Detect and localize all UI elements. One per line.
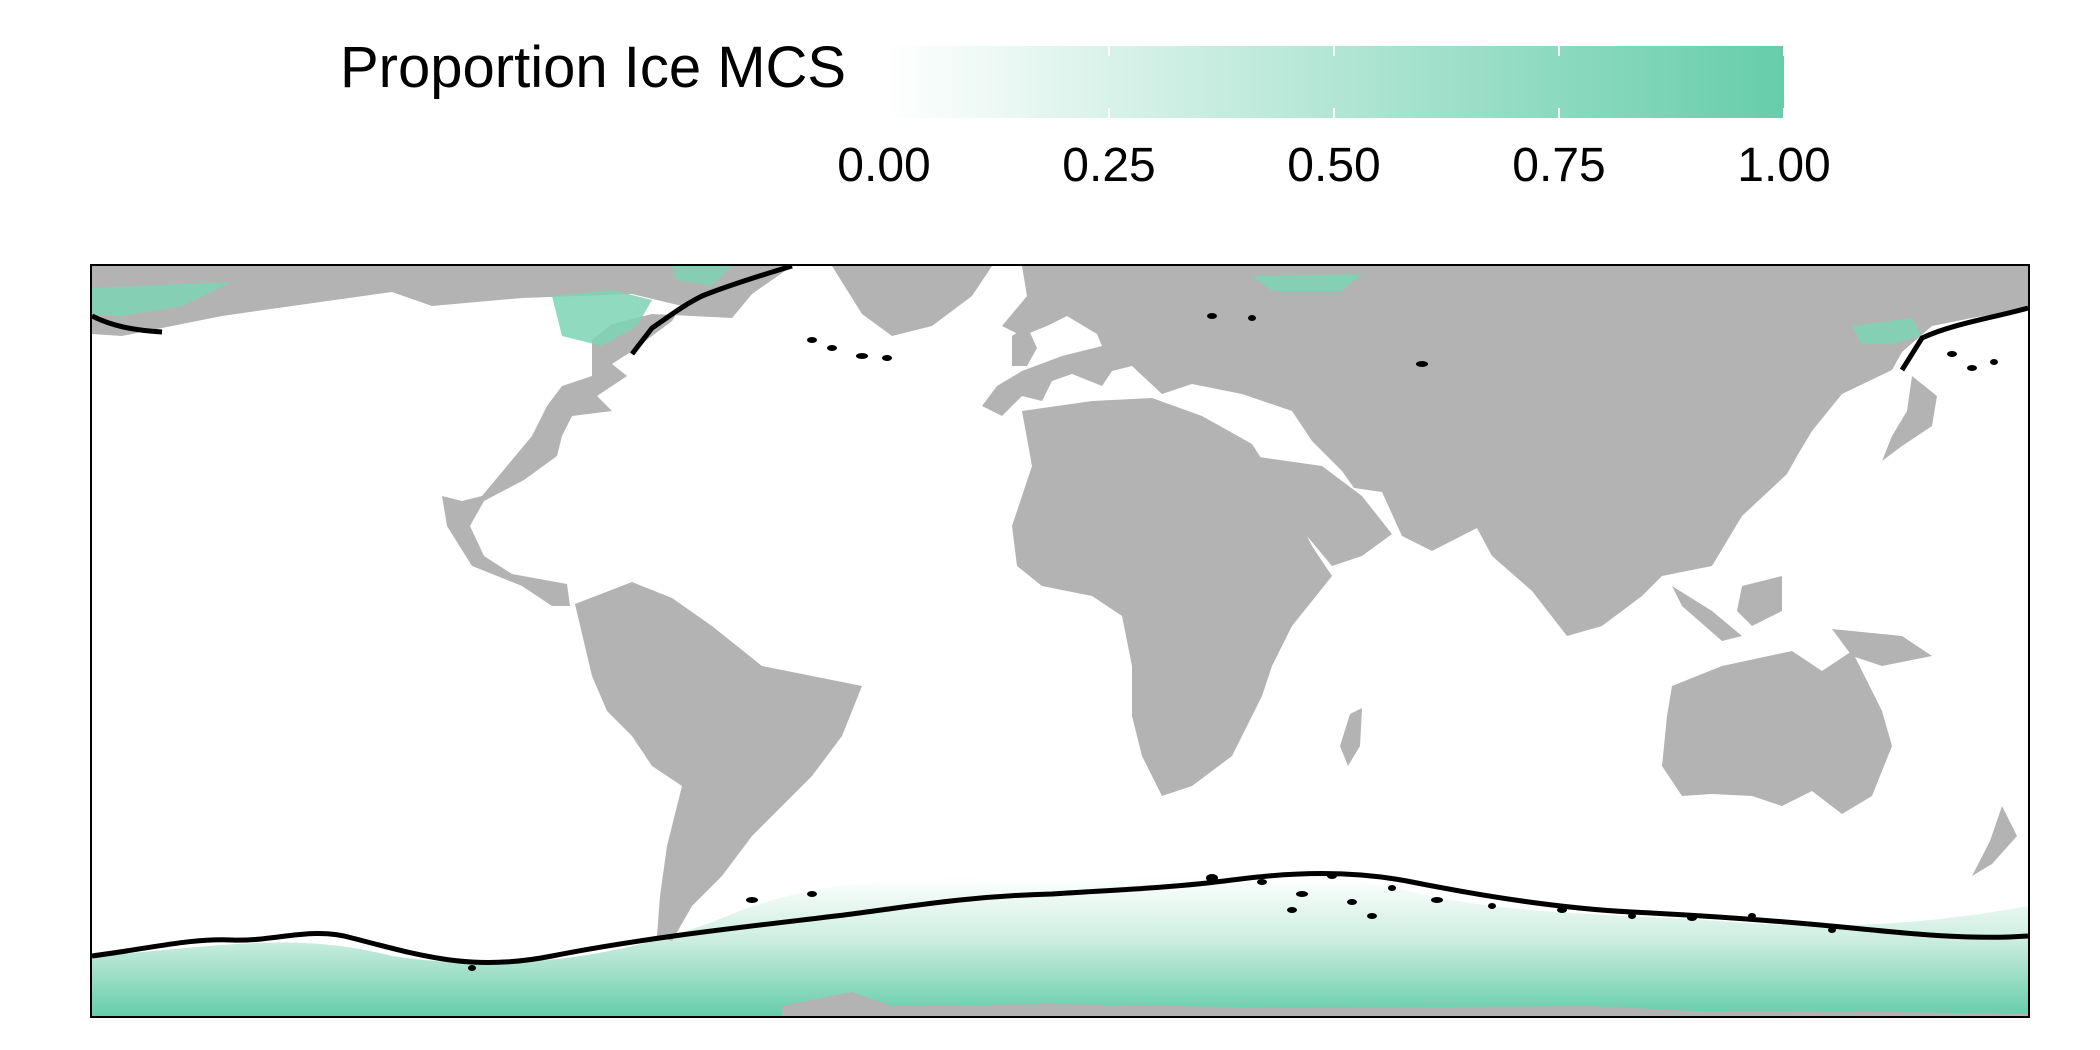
- land-masses: [92, 266, 2028, 1016]
- madagascar-land: [1340, 708, 1362, 766]
- antarctic-ice-region: [92, 876, 2028, 1016]
- australia-land: [1662, 651, 1892, 814]
- colorbar-tick-label: 0.25: [1062, 139, 1156, 192]
- greenland-land: [832, 266, 992, 336]
- colorbar-tick-label: 0.75: [1512, 139, 1606, 192]
- hudson-bay-ice: [552, 290, 652, 346]
- colorbar-tick-label: 0.50: [1287, 139, 1381, 192]
- barents-ice: [1252, 274, 1362, 291]
- antarctic-contour: [92, 871, 2028, 966]
- baffin-ice: [672, 266, 732, 286]
- new-guinea-land: [1832, 629, 1932, 666]
- africa-land: [1012, 398, 1332, 796]
- antarctica-land: [782, 992, 2028, 1016]
- world-map: [90, 264, 2030, 1018]
- eurasia-land: [982, 266, 2028, 636]
- north-atlantic-contour: [630, 266, 793, 356]
- legend-title: Proportion Ice MCS: [340, 35, 847, 100]
- colorbar: [884, 46, 1784, 118]
- british-isles-land: [1012, 326, 1037, 366]
- north-america-land: [92, 266, 792, 606]
- colorbar-tick-label: 0.00: [837, 139, 931, 192]
- bering-contour: [92, 313, 163, 335]
- sumatra-land: [1672, 586, 1742, 641]
- northern-ice-regions: [92, 266, 1922, 346]
- mcs-contours: [92, 266, 2028, 966]
- new-zealand-land: [1972, 806, 2017, 876]
- beaufort-sea-ice: [92, 282, 232, 316]
- colorbar-tick-label: 1.00: [1737, 139, 1831, 192]
- arabia-land: [1252, 456, 1392, 566]
- japan-land: [1882, 376, 1937, 461]
- iceberg-markers: [468, 313, 1998, 971]
- northwest-pacific-contour: [1899, 305, 2028, 372]
- south-america-land: [575, 582, 862, 941]
- borneo-land: [1737, 576, 1782, 626]
- okhotsk-sea-ice: [1852, 318, 1922, 344]
